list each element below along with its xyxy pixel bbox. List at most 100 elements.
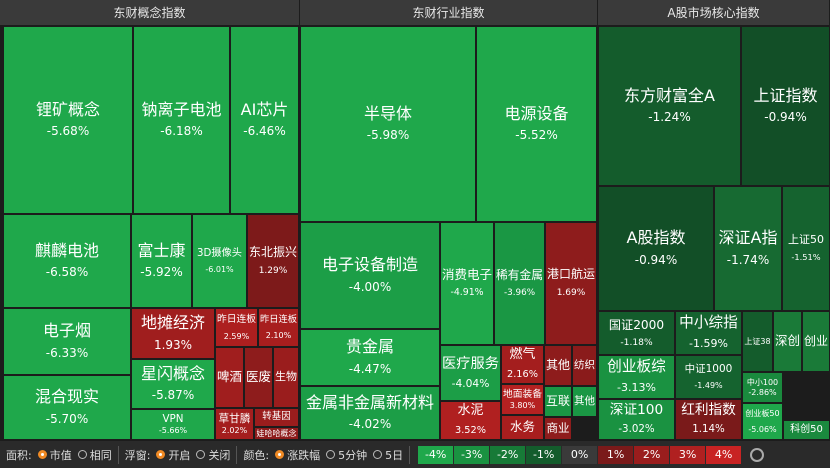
tile-change: -1.49%: [694, 381, 723, 391]
tile[interactable]: 地摊经济 1.93%: [131, 308, 215, 359]
tile-name: 昨日连板: [217, 314, 256, 326]
tile-change: -1.18%: [620, 337, 653, 348]
tile[interactable]: A股指数 -0.94%: [598, 186, 714, 311]
tile-change: -1.24%: [648, 110, 691, 125]
radio: [275, 450, 285, 459]
radio-label: 开启: [168, 448, 191, 462]
tile-name: 港口航运: [546, 267, 595, 282]
tile[interactable]: 转基因: [254, 408, 299, 427]
tile-change: -5.66%: [158, 425, 188, 435]
tile[interactable]: 地面装备 3.80%: [501, 384, 544, 415]
legend-item: 0%: [562, 445, 598, 464]
tile[interactable]: 上证指数 -0.94%: [741, 26, 830, 186]
tile[interactable]: 星闪概念 -5.87%: [131, 359, 215, 409]
tile[interactable]: 创业板综 -3.13%: [598, 355, 675, 399]
tile[interactable]: 创业板50 -5.06%: [742, 403, 783, 440]
tile[interactable]: 其他: [544, 345, 572, 386]
tile[interactable]: 钠离子电池 -6.18%: [133, 26, 230, 214]
tile[interactable]: 半导体 -5.98%: [300, 26, 476, 222]
radio-option[interactable]: 5日: [373, 447, 403, 463]
tile[interactable]: 其他: [572, 386, 597, 417]
tile-name: 东北振兴: [248, 244, 297, 259]
tile[interactable]: 草甘膦 2.02%: [215, 408, 254, 440]
tile[interactable]: 电子烟 -6.33%: [3, 308, 131, 375]
tile[interactable]: 锂矿概念 -5.68%: [3, 26, 133, 214]
tile-change: -5.87%: [151, 388, 195, 403]
tile[interactable]: 港口航运 1.69%: [545, 222, 597, 345]
tile[interactable]: 电源设备 -5.52%: [476, 26, 597, 222]
tile[interactable]: 深证A指 -1.74%: [714, 186, 782, 311]
tile-name: 水务: [509, 419, 535, 435]
radio-option[interactable]: 相同: [77, 447, 112, 463]
tile[interactable]: 水泥 3.52%: [440, 401, 501, 440]
tile[interactable]: 互联: [544, 386, 572, 417]
tile[interactable]: 中小100 -2.86%: [742, 372, 783, 403]
tile[interactable]: 上证38: [742, 311, 773, 372]
radio-option[interactable]: 关闭: [196, 447, 230, 463]
tile[interactable]: 国证2000 -1.18%: [598, 311, 675, 355]
tile-name: 昨日连板: [260, 313, 297, 325]
radio: [326, 450, 336, 459]
toolbar-group: 面积: 市值 相同: [6, 445, 119, 464]
tile[interactable]: 3D摄像头 -6.01%: [192, 214, 247, 308]
tile[interactable]: 消费电子 -4.91%: [440, 222, 494, 345]
radio-option[interactable]: 市值: [37, 447, 72, 463]
tile[interactable]: VPN -5.66%: [131, 409, 215, 440]
tile[interactable]: 科创50: [783, 420, 830, 440]
tile[interactable]: 金属非金属新材料 -4.02%: [300, 386, 440, 440]
tile[interactable]: 深创: [773, 311, 802, 372]
tile[interactable]: 富士康 -5.92%: [131, 214, 192, 308]
tile[interactable]: 燃气 2.16%: [501, 345, 544, 384]
tile[interactable]: 稀有金属 -3.96%: [494, 222, 545, 345]
tile-change: -5.52%: [515, 128, 558, 143]
tile[interactable]: 医废: [244, 347, 273, 408]
tile-name: 电源设备: [504, 103, 569, 123]
tile-name: 混合现实: [34, 387, 99, 407]
radio: [77, 450, 87, 459]
radio-option[interactable]: 开启: [156, 447, 190, 463]
tile[interactable]: 贵金属 -4.47%: [300, 329, 440, 386]
tile-change: -5.68%: [46, 124, 90, 139]
tile-change: -1.51%: [791, 252, 821, 263]
tile-change: -1.74%: [726, 252, 770, 267]
tile-change: 3.52%: [455, 425, 486, 437]
tile[interactable]: 创业: [802, 311, 830, 372]
settings-button[interactable]: [750, 447, 765, 462]
tile[interactable]: 生物: [273, 347, 299, 408]
radio: [196, 450, 206, 459]
tile[interactable]: 昨日连板 2.59%: [215, 308, 258, 347]
tile-change: -3.13%: [617, 381, 656, 395]
tile-name: 半导体: [363, 103, 412, 123]
tile[interactable]: 东北振兴 1.29%: [247, 214, 299, 308]
radio-label: 相同: [89, 448, 112, 462]
tile-change: -4.00%: [348, 279, 392, 294]
tile[interactable]: 啤酒: [215, 347, 244, 408]
tile-name: 其他: [545, 357, 570, 372]
legend-item: 4%: [706, 445, 742, 464]
tile-change: 1.69%: [556, 288, 586, 299]
tile[interactable]: 纺织: [572, 345, 597, 386]
tile[interactable]: 昨日连板 2.10%: [258, 308, 299, 347]
tile[interactable]: 上证50 -1.51%: [782, 186, 830, 311]
tile[interactable]: 红利指数 1.14%: [675, 399, 742, 440]
tile[interactable]: AI芯片 -6.46%: [230, 26, 299, 214]
radio-option[interactable]: 5分钟: [326, 447, 367, 463]
tile-name: 电子设备制造: [321, 255, 418, 275]
tile[interactable]: 中证1000 -1.49%: [675, 355, 742, 399]
tile[interactable]: 东方财富全A -1.24%: [598, 26, 741, 186]
tile[interactable]: 麒麟电池 -6.58%: [3, 214, 131, 308]
tile[interactable]: 娃哈哈概念: [254, 427, 299, 440]
radio: [37, 450, 47, 459]
tile[interactable]: 医疗服务 -4.04%: [440, 345, 501, 401]
tile[interactable]: 中小综指 -1.59%: [675, 311, 742, 355]
tile[interactable]: 商业: [544, 417, 572, 440]
tile-change: -3.96%: [503, 288, 536, 299]
radio-option[interactable]: 涨跌幅: [275, 447, 320, 463]
tile[interactable]: 深证100 -3.02%: [598, 399, 675, 440]
tile[interactable]: 水务: [501, 415, 544, 440]
tile-change: -6.58%: [45, 265, 89, 280]
tile-name: 电子烟: [42, 321, 91, 341]
tile[interactable]: 混合现实 -5.70%: [3, 375, 131, 440]
tile[interactable]: 电子设备制造 -4.00%: [300, 222, 440, 329]
